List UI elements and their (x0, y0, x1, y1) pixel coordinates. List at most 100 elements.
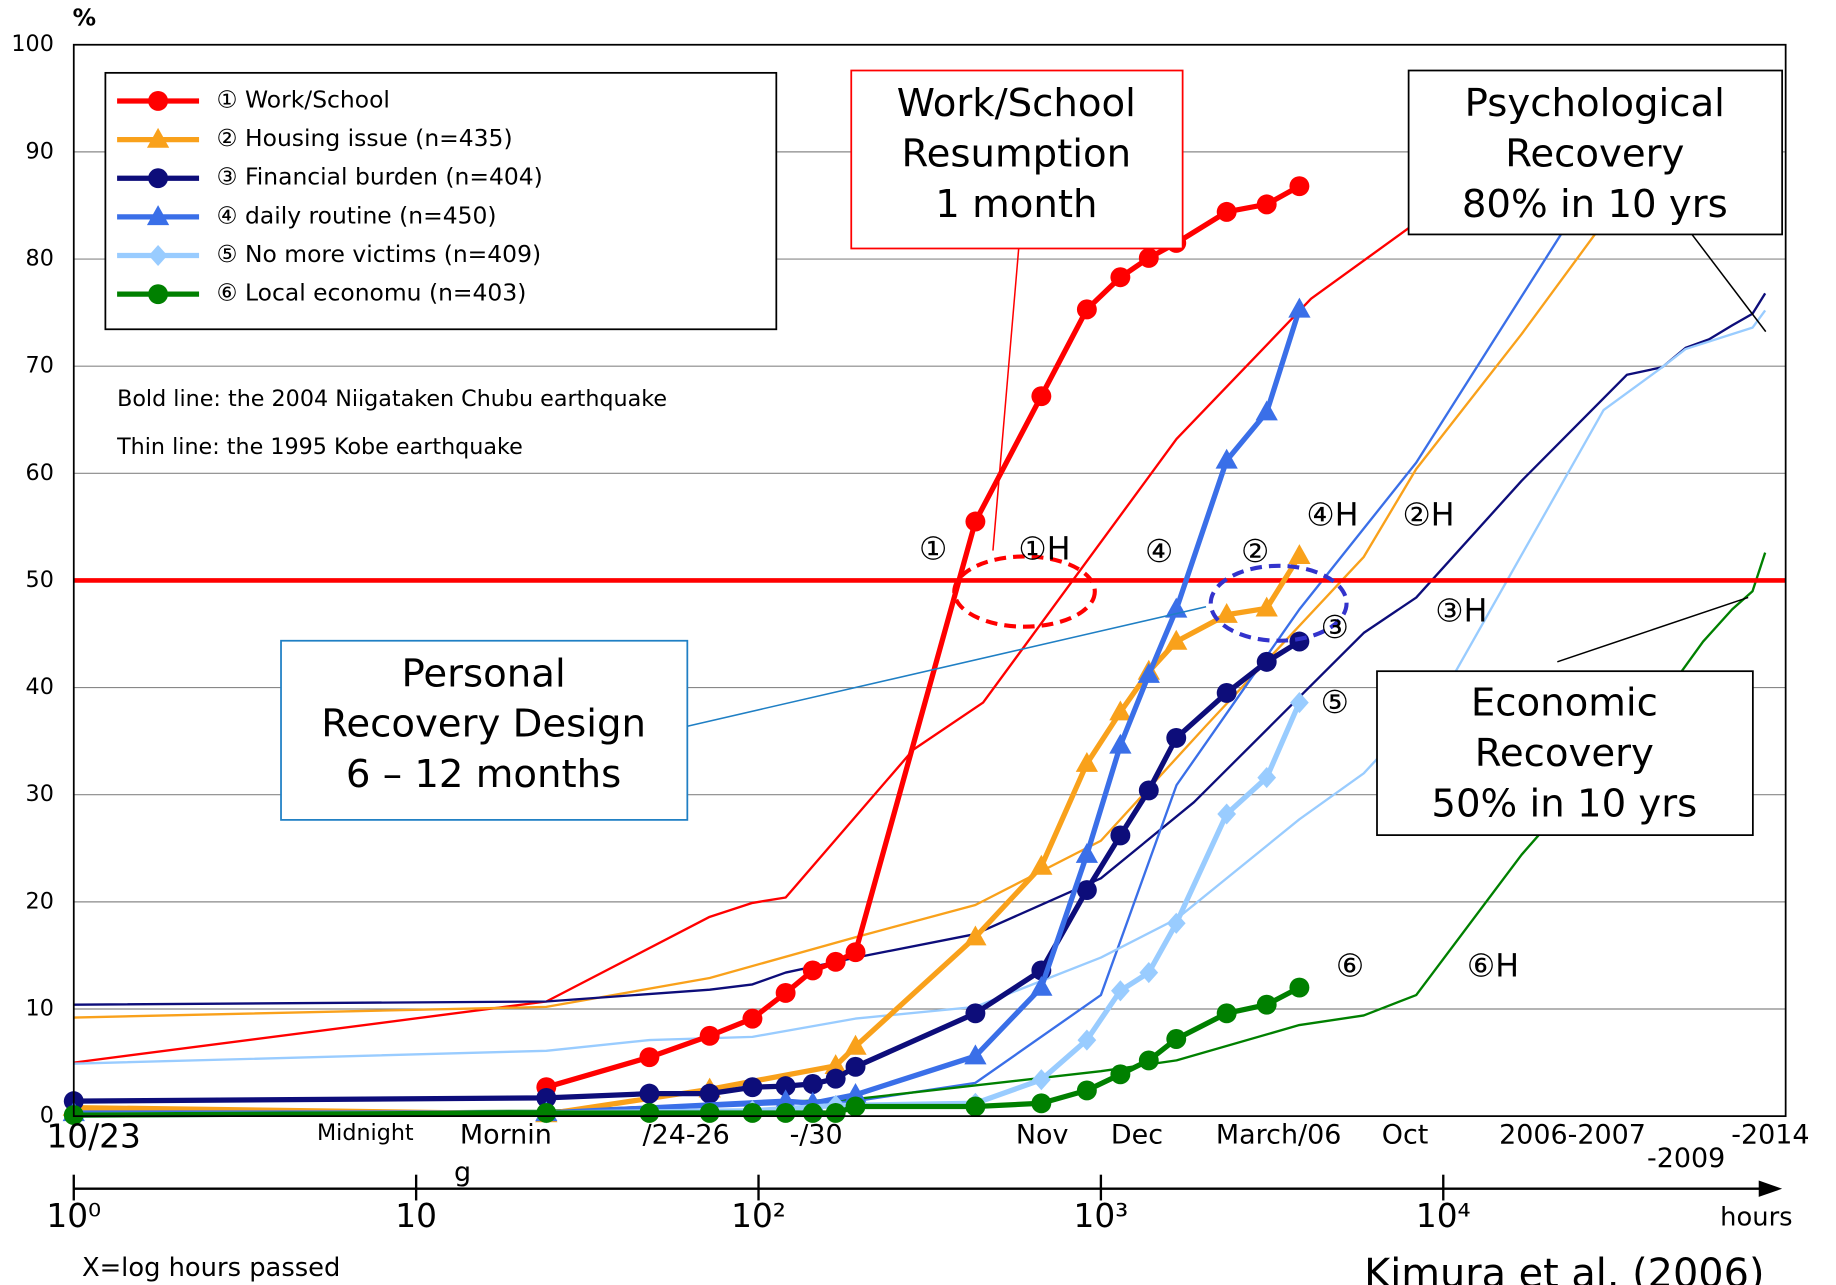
marker (774, 1089, 797, 1110)
marker (1075, 751, 1098, 772)
marker (742, 1077, 763, 1098)
marker (1216, 1003, 1237, 1024)
time-label: -/30 (790, 1120, 843, 1151)
marker (825, 951, 846, 972)
bold-line (73, 639, 1301, 1104)
marker (1109, 733, 1132, 754)
annotation-text: 6 – 12 months (346, 752, 621, 797)
series-label: ②H (1402, 498, 1454, 534)
x-axis-arrow (1758, 1180, 1783, 1197)
marker (1215, 448, 1238, 469)
x-axis-note: X=log hours passed (82, 1253, 340, 1283)
marker (1109, 700, 1132, 721)
y-tick-label: 60 (26, 460, 54, 486)
series-label: ⑥H (1467, 948, 1519, 984)
time-label: Mornin (460, 1120, 552, 1151)
marker (1076, 1080, 1097, 1101)
annotation-text: Recovery Design (321, 702, 646, 747)
time-label: 2006-2007 (1499, 1120, 1646, 1151)
marker (1031, 1093, 1052, 1114)
marker (1110, 825, 1131, 846)
note: Bold line: the 2004 Niigataken Chubu ear… (117, 386, 667, 412)
x-tick-label: 10 (395, 1197, 437, 1235)
y-unit-label: % (73, 3, 96, 31)
annotation-box (1376, 670, 1754, 836)
x-tick-label: 10⁰ (46, 1197, 101, 1235)
time-label: March/06 (1216, 1120, 1341, 1151)
series-label: ⑤ (1321, 685, 1349, 721)
thin-line (73, 292, 1767, 1006)
marker (1138, 780, 1159, 801)
marker (1031, 1069, 1051, 1091)
series-label: ④ (1145, 534, 1173, 570)
marker (965, 511, 986, 532)
marker (1255, 596, 1278, 617)
annotation-text: Resumption (902, 131, 1132, 176)
marker (775, 1076, 796, 1097)
y-tick-label: 20 (26, 888, 54, 914)
marker (1216, 682, 1237, 703)
time-label: -2014 (1731, 1120, 1809, 1151)
source: Kimura et al. (2006) (1364, 1251, 1764, 1285)
marker (845, 942, 866, 963)
time-label: 10/23 (46, 1117, 140, 1155)
annotation-text: 80% in 10 yrs (1462, 182, 1728, 227)
marker (802, 960, 823, 981)
marker (1076, 880, 1097, 901)
time-label: /24-26 (643, 1120, 730, 1151)
annotation-text: 50% in 10 yrs (1431, 781, 1697, 826)
marker (825, 1068, 846, 1089)
annotation-text: Recovery (1505, 131, 1684, 176)
marker (802, 1102, 823, 1123)
legend-box (104, 71, 778, 331)
time-label: -2009 (1647, 1143, 1725, 1174)
marker (699, 1083, 720, 1104)
highlight-ellipse (1208, 563, 1349, 643)
y-tick-label: 90 (26, 138, 54, 164)
time-label: Dec (1111, 1120, 1163, 1151)
marker (639, 1102, 660, 1123)
marker (775, 1102, 796, 1123)
pointer-line (1557, 596, 1749, 663)
thin-line (73, 221, 1605, 1019)
marker (1166, 1029, 1187, 1049)
marker (1075, 843, 1098, 863)
marker (1166, 912, 1186, 934)
pointer-line (992, 248, 1020, 551)
y-tick-label: 80 (26, 246, 54, 272)
marker (1288, 297, 1311, 318)
marker (1289, 977, 1310, 998)
series-label: ① (919, 532, 947, 568)
legend-label: ⑤ No more victims (n=409) (217, 240, 542, 268)
legend-label: ③ Financial burden (n=404) (217, 163, 543, 191)
marker (1110, 267, 1131, 288)
annotation-text: Recovery (1475, 731, 1654, 776)
marker (1031, 386, 1052, 407)
y-tick-label: 40 (26, 674, 54, 700)
y-tick-label: 30 (26, 781, 54, 807)
marker (148, 168, 169, 189)
marker (1111, 980, 1130, 1002)
marker (1289, 631, 1310, 652)
marker (742, 1008, 763, 1029)
annotation-text: Work/School (897, 81, 1136, 126)
marker (845, 1056, 866, 1077)
marker (1256, 994, 1277, 1015)
marker (699, 1025, 720, 1046)
plot-frame (72, 43, 1787, 1118)
marker (1288, 544, 1311, 564)
marker (1256, 651, 1277, 672)
marker (844, 1082, 867, 1103)
marker (1076, 299, 1097, 320)
time-label: Midnight (317, 1120, 414, 1146)
marker (825, 1102, 846, 1123)
y-tick-label: 70 (26, 353, 54, 379)
marker (148, 284, 169, 305)
marker (1166, 727, 1187, 748)
marker (1165, 629, 1188, 650)
series-label: ①H (1018, 532, 1070, 568)
marker (802, 1074, 823, 1094)
marker (1255, 400, 1278, 421)
marker (148, 90, 169, 111)
marker (1030, 975, 1053, 996)
